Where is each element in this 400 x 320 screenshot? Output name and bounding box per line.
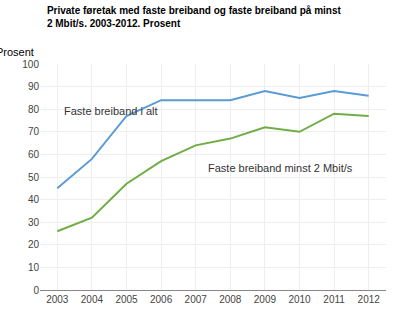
svg-text:2008: 2008	[219, 294, 242, 305]
svg-text:50: 50	[28, 172, 40, 183]
svg-text:60: 60	[28, 149, 40, 160]
svg-text:2003: 2003	[46, 294, 69, 305]
svg-text:Private føretak med faste brei: Private føretak med faste breiband og fa…	[47, 5, 342, 29]
svg-text:Faste breiband minst 2 Mbit/s: Faste breiband minst 2 Mbit/s	[208, 162, 353, 174]
svg-text:100: 100	[22, 59, 39, 70]
svg-text:2012: 2012	[358, 294, 381, 305]
svg-text:30: 30	[28, 217, 40, 228]
svg-text:70: 70	[28, 126, 40, 137]
svg-text:80: 80	[28, 104, 40, 115]
svg-text:2010: 2010	[288, 294, 311, 305]
svg-text:2009: 2009	[254, 294, 277, 305]
svg-text:2006: 2006	[150, 294, 173, 305]
svg-text:2004: 2004	[81, 294, 104, 305]
svg-text:2005: 2005	[115, 294, 138, 305]
svg-text:20: 20	[28, 239, 40, 250]
svg-text:0: 0	[33, 285, 39, 296]
svg-text:40: 40	[28, 194, 40, 205]
svg-text:90: 90	[28, 81, 40, 92]
svg-text:10: 10	[28, 262, 40, 273]
svg-text:Prosent: Prosent	[0, 46, 34, 58]
svg-text:Faste breiband i alt: Faste breiband i alt	[64, 105, 158, 117]
svg-text:2007: 2007	[185, 294, 208, 305]
svg-text:2011: 2011	[323, 294, 345, 305]
